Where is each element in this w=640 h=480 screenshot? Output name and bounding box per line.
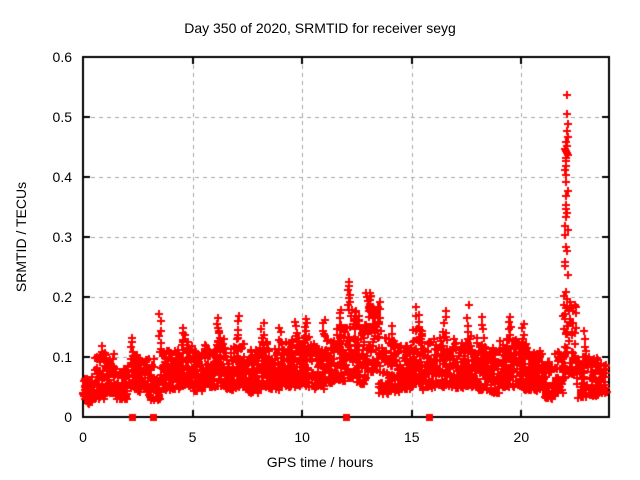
y-tick-label: 0.5	[52, 109, 72, 125]
x-tick-label: 10	[294, 429, 310, 445]
x-tick-label: 15	[403, 429, 420, 445]
y-tick-label: 0.4	[52, 169, 72, 185]
x-tick-label: 0	[79, 429, 87, 445]
y-tick-label: 0	[64, 409, 72, 425]
y-tick-label: 0.6	[52, 49, 72, 65]
chart-title: Day 350 of 2020, SRMTID for receiver sey…	[184, 20, 456, 36]
x-tick-label: 20	[513, 429, 530, 445]
y-tick-label: 0.3	[52, 229, 72, 245]
y-tick-label: 0.1	[52, 349, 72, 365]
y-tick-label: 0.2	[52, 289, 72, 305]
x-tick-label: 5	[188, 429, 197, 445]
x-axis-label: GPS time / hours	[266, 454, 374, 470]
